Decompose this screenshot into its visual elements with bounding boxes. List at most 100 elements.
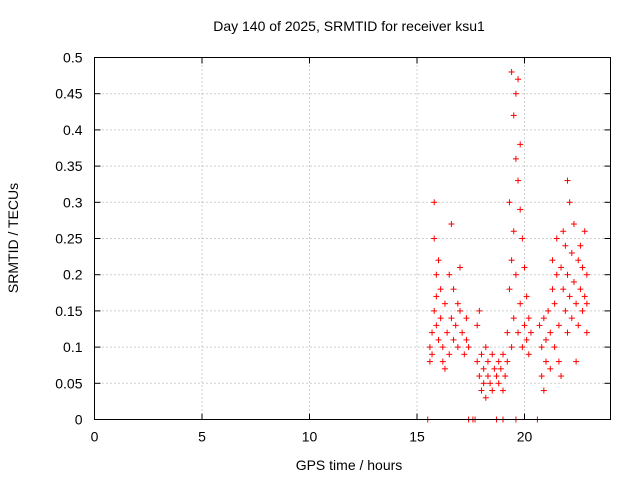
- x-tick-label: 10: [302, 429, 318, 445]
- scatter-point: [435, 336, 442, 343]
- scatter-point: [441, 365, 448, 372]
- scatter-point: [575, 257, 582, 264]
- x-axis-label: GPS time / hours: [296, 457, 403, 473]
- scatter-point: [437, 286, 444, 293]
- scatter-point: [517, 141, 524, 148]
- scatter-point: [570, 278, 577, 285]
- scatter-point: [566, 293, 573, 300]
- scatter-point: [547, 365, 554, 372]
- axis-ticks: [94, 57, 611, 420]
- scatter-point: [480, 365, 487, 372]
- scatter-point: [581, 293, 588, 300]
- scatter-point: [523, 293, 530, 300]
- scatter-point: [457, 307, 463, 314]
- scatter-point: [568, 249, 575, 256]
- y-axis-label: SRMTID / TECUs: [5, 183, 21, 293]
- scatter-point: [547, 329, 554, 336]
- scatter-point: [538, 344, 545, 351]
- x-tick-label: 20: [517, 429, 533, 445]
- scatter-point: [491, 365, 498, 372]
- scatter-point: [583, 271, 590, 278]
- scatter-point: [517, 206, 524, 213]
- scatter-point: [429, 351, 436, 358]
- scatter-point: [429, 329, 436, 336]
- x-tick-label: 5: [198, 429, 206, 445]
- scatter-point: [497, 365, 504, 372]
- scatter-point: [474, 358, 481, 365]
- scatter-point: [549, 286, 556, 293]
- scatter-point: [459, 329, 466, 336]
- grid: [94, 57, 611, 420]
- scatter-point: [482, 344, 489, 351]
- scatter-point: [543, 336, 549, 343]
- scatter-point: [444, 329, 451, 336]
- scatter-point: [433, 271, 440, 278]
- scatter-point: [474, 322, 481, 329]
- scatter-point: [448, 315, 455, 322]
- scatter-point: [437, 315, 444, 322]
- plot-frame: [94, 57, 611, 420]
- scatter-point: [515, 76, 522, 83]
- scatter-point: [426, 344, 433, 351]
- scatter-point: [517, 300, 524, 307]
- scatter-point: [540, 387, 547, 394]
- scatter-point: [435, 257, 442, 264]
- scatter-point: [515, 329, 522, 336]
- scatter-point: [495, 380, 502, 387]
- scatter-point: [538, 373, 545, 380]
- scatter-point: [521, 264, 528, 271]
- y-tick-label: 0.1: [63, 339, 83, 355]
- scatter-point: [519, 235, 526, 242]
- scatter-point: [454, 344, 461, 351]
- scatter-point: [523, 336, 530, 343]
- scatter-point: [558, 373, 565, 380]
- scatter-point: [512, 90, 519, 97]
- scatter-point: [512, 155, 519, 162]
- y-tick-label: 0.5: [63, 50, 83, 66]
- scatter-point: [482, 394, 489, 401]
- scatter-point: [581, 228, 588, 235]
- scatter-point: [573, 358, 580, 365]
- scatter-point: [560, 286, 567, 293]
- scatter-point: [450, 336, 457, 343]
- chart-title: Day 140 of 2025, SRMTID for receiver ksu…: [213, 18, 485, 34]
- scatter-point: [540, 315, 547, 322]
- y-tick-label: 0.3: [63, 194, 83, 210]
- scatter-point: [579, 307, 586, 314]
- scatter-point: [461, 351, 468, 358]
- scatter-point: [495, 358, 502, 365]
- scatter-point: [504, 329, 511, 336]
- scatter-point: [478, 351, 485, 358]
- scatter-point: [502, 373, 509, 380]
- scatter-point: [564, 177, 571, 184]
- scatter-point: [545, 307, 552, 314]
- scatter-point: [489, 387, 496, 394]
- scatter-point: [484, 358, 491, 365]
- scatter-point: [512, 271, 519, 278]
- y-tick-label: 0: [75, 412, 83, 428]
- scatter-point: [566, 199, 573, 206]
- scatter-point: [439, 344, 446, 351]
- scatter-point: [553, 235, 560, 242]
- scatter-point: [551, 300, 558, 307]
- scatter-point: [583, 329, 590, 336]
- scatter-point: [433, 322, 440, 329]
- scatter-point: [446, 271, 453, 278]
- scatter-point: [431, 199, 438, 206]
- scatter-point: [493, 373, 500, 380]
- scatter-point: [508, 68, 515, 75]
- scatter-point: [431, 235, 438, 242]
- y-tick-label: 0.45: [55, 86, 82, 102]
- scatter-point: [441, 300, 448, 307]
- scatter-point: [500, 351, 506, 358]
- scatter-point: [555, 322, 562, 329]
- scatter-point: [484, 373, 491, 380]
- scatter-point: [562, 242, 569, 249]
- scatter-point: [450, 286, 457, 293]
- scatter-point: [568, 315, 575, 322]
- scatter-point: [506, 199, 513, 206]
- scatter-point: [487, 380, 494, 387]
- scatter-point: [478, 387, 485, 394]
- x-tick-label: 0: [91, 429, 99, 445]
